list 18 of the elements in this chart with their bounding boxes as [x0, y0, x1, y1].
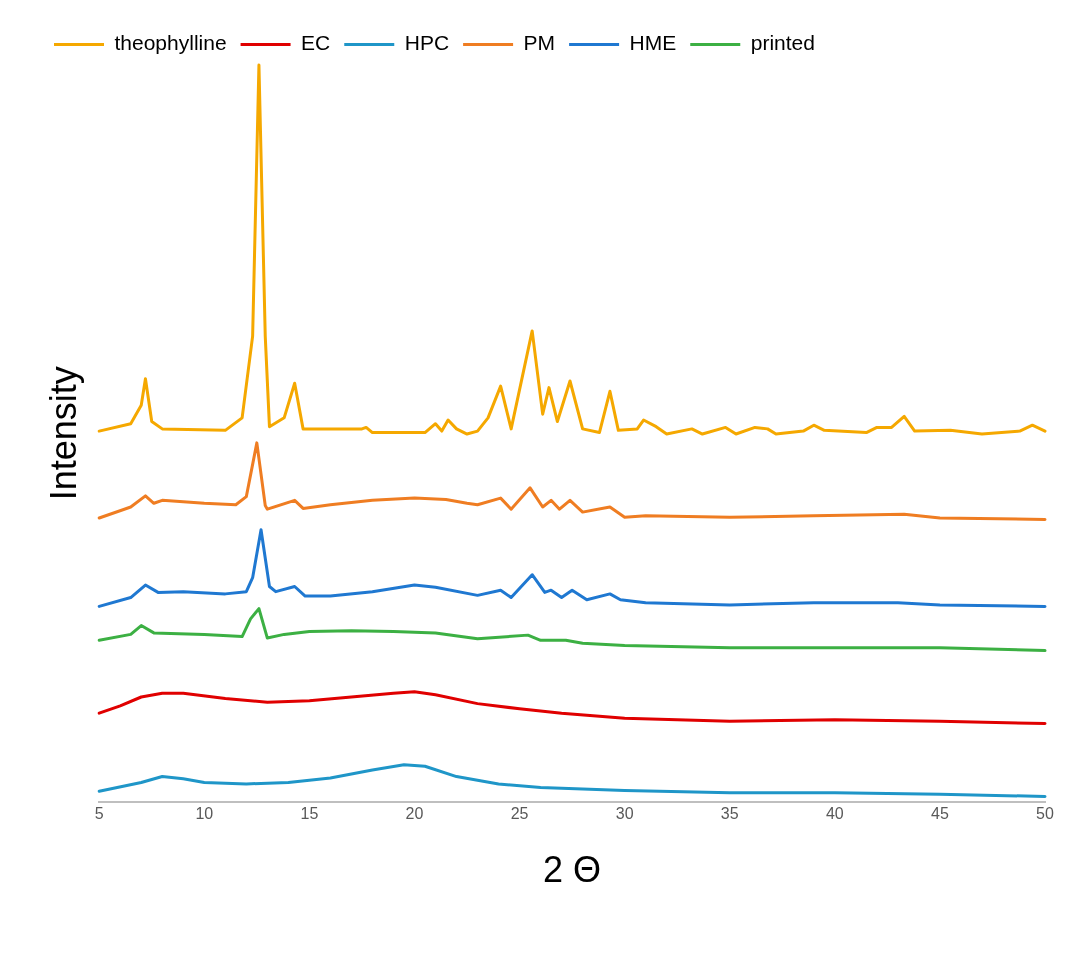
x-tick-label: 50 — [1036, 804, 1054, 822]
legend-label: HPC — [404, 31, 450, 55]
x-tick-label: 45 — [931, 804, 949, 822]
x-axis-title: 2 Θ — [543, 849, 602, 891]
legend-label: printed — [750, 31, 815, 55]
legend-label: HME — [629, 31, 677, 55]
x-tick-label: 25 — [510, 804, 529, 822]
x-tick-label: 20 — [405, 804, 424, 822]
x-tick-label: 35 — [720, 804, 739, 822]
x-tick-label: 15 — [300, 804, 319, 822]
legend-label: PM — [523, 31, 556, 55]
legend-label: EC — [301, 31, 331, 55]
y-axis-title: Intensity — [42, 366, 84, 501]
x-tick-label: 40 — [825, 804, 844, 822]
x-tick-label: 30 — [615, 804, 634, 822]
x-tick-label: 10 — [195, 804, 214, 822]
legend-label: theophylline — [114, 31, 227, 55]
x-tick-label: 5 — [94, 804, 104, 822]
